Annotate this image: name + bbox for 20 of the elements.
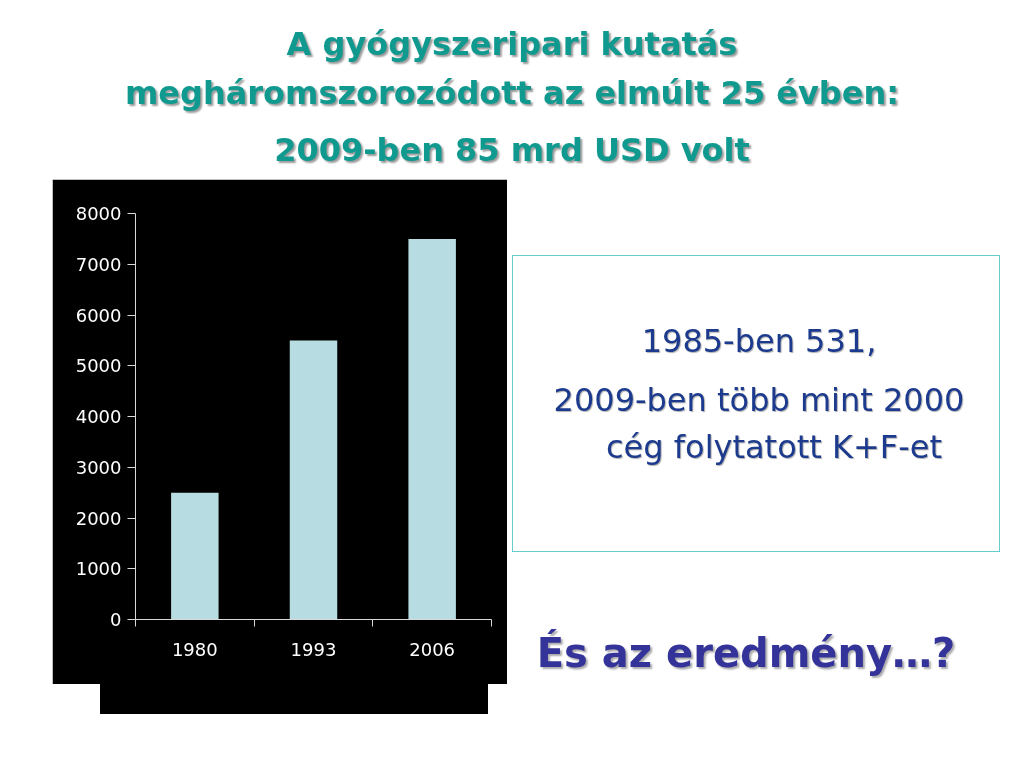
y-tick-label: 6000 (75, 304, 122, 326)
text: 1985-ben 531, (640, 321, 878, 362)
chart-title: A gyógyszeripari kutatás megháromszorozódott az elmúlt 25 évben: (123, 24, 901, 114)
x-tick-label: 1980 (171, 638, 218, 660)
y-tick-label: 2000 (75, 507, 122, 529)
y-tick-label: 5000 (75, 355, 122, 377)
y-tick-label: 0 (110, 609, 122, 630)
bar (289, 340, 338, 620)
y-tick-label: 8000 (75, 203, 122, 224)
y-tick-label: 1000 (75, 558, 122, 580)
x-tick-label: 2006 (409, 638, 456, 660)
chart-subtitle: 2009-ben 85 mrd USD volt (274, 130, 750, 171)
bar (171, 492, 219, 620)
x-tick-label: 1993 (290, 638, 337, 660)
y-tick-label: 7000 (75, 253, 122, 275)
text: És az eredmény…? (536, 628, 956, 678)
bar (408, 238, 456, 620)
text: 2009-ben több mint 2000 cég folytatott K+F-et (552, 380, 966, 468)
y-tick-label: 4000 (75, 406, 122, 427)
y-tick-label: 3000 (75, 456, 122, 478)
